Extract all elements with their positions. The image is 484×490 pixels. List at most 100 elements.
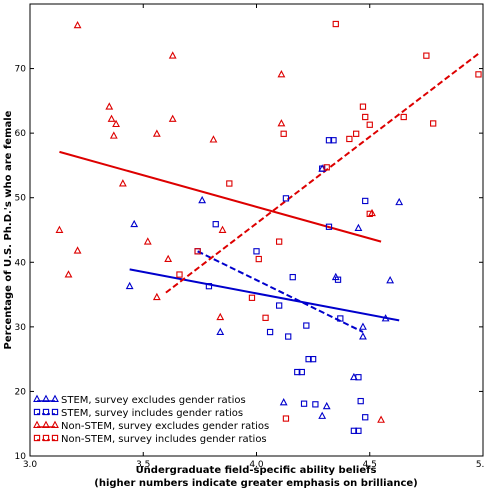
point-s3-3 <box>248 294 256 301</box>
point-s2-18 <box>277 70 286 78</box>
legend-item-0: STEM, survey excludes gender ratios <box>33 394 246 406</box>
point-s2-15 <box>209 135 218 143</box>
y-tick-label-5: 60 <box>15 129 27 139</box>
point-s0-13 <box>395 197 404 206</box>
point-s0-0 <box>125 281 134 290</box>
x-tick-label-2: 4.0 <box>249 460 264 470</box>
point-s2-4 <box>105 102 114 110</box>
axis-ticks: 3.0 3.5 4.0 4.5 5.0 10 20 30 40 50 60 70 <box>15 4 484 470</box>
legend-marker-c-1 <box>51 408 59 416</box>
point-s1-19 <box>330 137 337 144</box>
point-s2-12 <box>164 254 173 263</box>
x-tick-label-1: 3.5 <box>136 460 150 470</box>
point-s1-1 <box>205 283 213 290</box>
point-s3-19 <box>430 120 437 127</box>
legend-item-1: STEM, survey includes gender ratios <box>33 408 243 419</box>
point-s3-7 <box>280 130 287 137</box>
trend-line-series-2 <box>59 150 382 243</box>
legend-marker-b-1 <box>42 408 50 416</box>
point-s3-6 <box>275 238 283 245</box>
legend-label-1: STEM, survey includes gender ratios <box>61 408 243 419</box>
y-tick-label-0: 10 <box>15 452 27 462</box>
point-s0-12 <box>359 332 367 340</box>
trend-line-series-0 <box>129 268 400 322</box>
point-s2-2 <box>73 20 82 29</box>
legend-item-3: Non-STEM, survey includes gender ratios <box>33 434 267 445</box>
point-s1-10 <box>298 368 305 376</box>
point-s2-6 <box>109 131 118 139</box>
point-s1-20 <box>334 276 342 283</box>
point-s1-25 <box>357 397 364 405</box>
legend-marker-c-3 <box>51 434 59 442</box>
point-s1-23 <box>355 427 362 434</box>
point-s2-11 <box>152 129 161 137</box>
point-s2-17 <box>218 225 227 233</box>
y-tick-label-3: 40 <box>15 258 27 268</box>
point-s3-12 <box>353 130 360 137</box>
point-s2-16 <box>216 312 225 321</box>
point-s3-11 <box>346 135 353 143</box>
point-s1-8 <box>289 273 296 281</box>
point-s0-15 <box>381 314 390 322</box>
point-s2-13 <box>168 51 177 59</box>
legend-label-2: Non-STEM, survey excludes gender ratios <box>61 421 269 432</box>
legend-marker-c-2 <box>51 420 59 428</box>
point-s1-13 <box>305 355 312 363</box>
point-s2-14 <box>168 114 177 122</box>
point-s3-15 <box>366 121 373 128</box>
point-s2-3 <box>73 246 82 254</box>
point-s0-4 <box>279 398 288 406</box>
point-s0-11 <box>359 322 367 330</box>
legend-item-2: Non-STEM, survey excludes gender ratios <box>33 420 269 432</box>
point-s3-18 <box>423 52 430 59</box>
trend-lines <box>59 52 480 333</box>
trend-line-series-1 <box>197 250 364 333</box>
point-s1-2 <box>212 221 219 228</box>
point-s2-19 <box>277 119 286 127</box>
point-s1-21 <box>337 315 344 322</box>
point-s1-14 <box>309 355 317 363</box>
point-s1-9 <box>294 368 301 376</box>
point-s3-9 <box>323 164 330 171</box>
point-s1-6 <box>282 195 290 202</box>
legend-marker-b-0 <box>42 394 50 402</box>
point-s1-24 <box>355 374 362 381</box>
point-s0-2 <box>198 195 207 204</box>
point-s1-7 <box>285 333 292 340</box>
legend-label-0: STEM, survey excludes gender ratios <box>61 395 246 406</box>
y-tick-label-1: 20 <box>15 387 27 397</box>
point-s1-12 <box>303 322 310 329</box>
point-s1-16 <box>319 165 326 172</box>
point-s3-20 <box>475 71 482 78</box>
point-s1-15 <box>312 401 319 408</box>
point-s3-13 <box>359 103 367 110</box>
data-points <box>55 20 482 434</box>
point-s3-4 <box>255 255 262 263</box>
legend-marker-b-3 <box>42 434 50 442</box>
point-s3-17 <box>400 113 407 121</box>
plot-area <box>29 3 484 457</box>
x-tick-label-3: 4.5 <box>363 460 377 470</box>
legend-marker-a-2 <box>33 420 41 428</box>
y-tick-label-6: 70 <box>15 65 27 75</box>
point-s2-10 <box>152 292 161 301</box>
x-tick-label-4: 5.0 <box>476 460 484 470</box>
point-s3-10 <box>332 20 339 28</box>
y-tick-label-2: 30 <box>15 323 27 333</box>
point-s1-11 <box>300 400 308 407</box>
legend-label-3: Non-STEM, survey includes gender ratios <box>61 434 267 445</box>
point-s2-1 <box>64 270 73 278</box>
x-axis-subtitle: (higher numbers indicate greater emphasi… <box>94 478 417 489</box>
x-axis-title: Undergraduate field-specific ability bel… <box>136 465 377 476</box>
point-s2-5 <box>107 114 116 122</box>
point-s1-4 <box>266 328 274 336</box>
point-s1-18 <box>325 137 333 144</box>
point-s2-8 <box>118 179 127 187</box>
point-s1-27 <box>362 197 369 205</box>
point-s3-16 <box>366 210 373 218</box>
point-s3-8 <box>282 415 290 422</box>
point-s0-6 <box>318 411 327 419</box>
legend-marker-a-0 <box>33 394 41 402</box>
point-s3-1 <box>194 248 201 255</box>
